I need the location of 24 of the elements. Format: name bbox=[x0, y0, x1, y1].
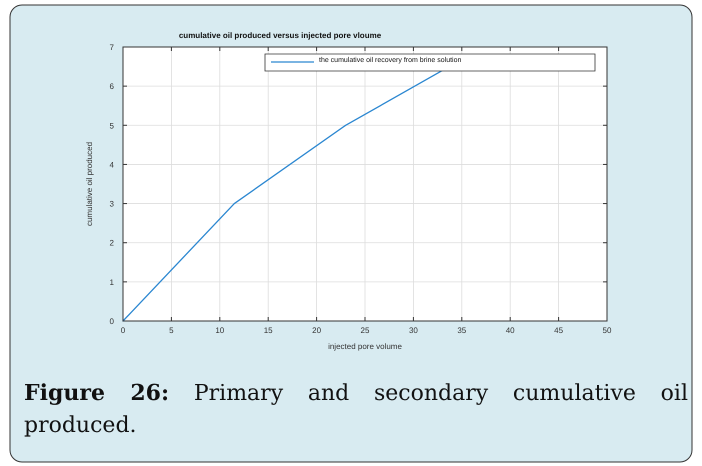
x-tick-label: 30 bbox=[408, 326, 418, 335]
x-tick-label: 20 bbox=[312, 326, 322, 335]
x-tick-label: 50 bbox=[602, 326, 612, 335]
text: Figure 26: Primary and secondary cumulative oil produced. bbox=[24, 380, 688, 438]
x-tick-label: 35 bbox=[457, 326, 467, 335]
y-axis-title: cumulative oil produced bbox=[85, 142, 94, 226]
x-tick-label: 25 bbox=[360, 326, 370, 335]
x-axis-title: injected pore volume bbox=[328, 342, 402, 351]
x-tick-label: 5 bbox=[169, 326, 174, 335]
x-tick-label: 10 bbox=[215, 326, 225, 335]
y-tick-label: 5 bbox=[110, 121, 115, 130]
x-tick-label: 15 bbox=[264, 326, 274, 335]
y-tick-label: 1 bbox=[110, 278, 115, 287]
y-tick-label: 2 bbox=[110, 238, 115, 248]
y-tick-label: 7 bbox=[110, 43, 115, 52]
x-tick-label: 45 bbox=[554, 326, 564, 335]
x-tick-label: 40 bbox=[506, 326, 516, 335]
y-tick-label: 6 bbox=[110, 82, 115, 92]
line-series bbox=[122, 70, 444, 322]
y-tick-label: 0 bbox=[110, 317, 115, 326]
y-tick-label: 4 bbox=[110, 160, 115, 170]
y-tick-label: 3 bbox=[110, 200, 115, 209]
chart-title: cumulative oil produced versus injected pore vloume bbox=[178, 31, 382, 40]
x-tick-label: 0 bbox=[120, 326, 126, 335]
